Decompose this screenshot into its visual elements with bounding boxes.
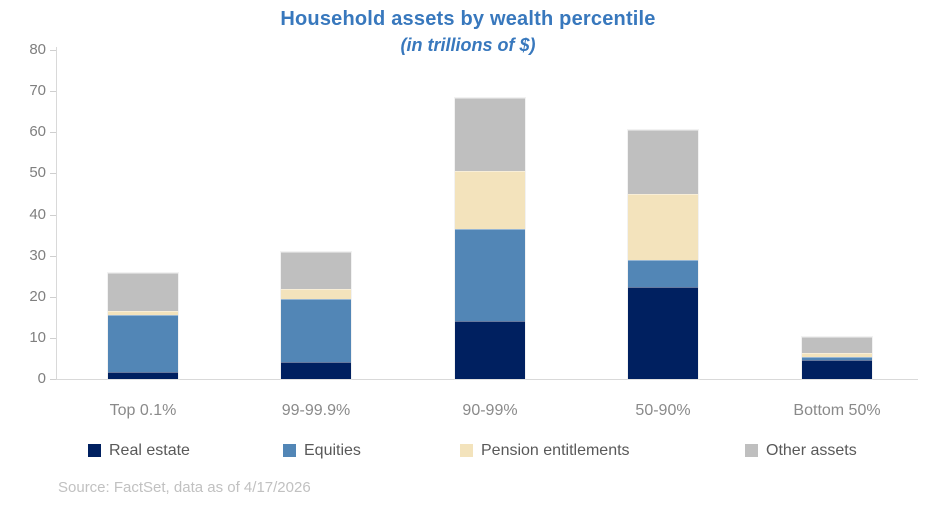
y-tick-mark: [50, 50, 56, 51]
y-tick-label: 0: [37, 370, 46, 387]
segment-equities: [628, 259, 698, 287]
segment-equities: [455, 228, 525, 321]
y-axis-line: [56, 47, 57, 380]
segment-equities: [281, 299, 351, 362]
segment-equities: [108, 314, 178, 372]
x-axis-line: [56, 379, 918, 380]
segment-other-assets: [281, 251, 351, 289]
y-tick-label: 60: [29, 123, 46, 141]
x-tick-label: 99-99.9%: [281, 402, 351, 419]
legend-swatch-icon: [283, 444, 296, 457]
segment-other-assets: [455, 97, 525, 172]
y-tick-mark: [50, 296, 56, 298]
legend-swatch-icon: [88, 444, 101, 457]
segment-real-estate: [281, 361, 351, 379]
y-tick-mark: [50, 214, 56, 216]
y-tick-label: 10: [29, 328, 46, 346]
x-tick-label: 90-99%: [462, 402, 518, 419]
segment-pension-entitlements: [802, 352, 872, 357]
legend-swatch-icon: [460, 444, 473, 457]
segment-real-estate: [455, 320, 525, 379]
y-tick-mark: [50, 379, 56, 380]
y-tick-mark: [50, 132, 56, 134]
legend-label: Equities: [304, 442, 361, 459]
y-tick-label: 50: [29, 164, 46, 182]
segment-pension-entitlements: [455, 171, 525, 229]
y-tick-label: 80: [29, 41, 46, 58]
segment-pension-entitlements: [628, 193, 698, 260]
y-tick-label: 40: [29, 205, 46, 223]
segment-other-assets: [802, 337, 872, 353]
chart-title: Household assets by wealth percentile: [280, 8, 656, 30]
x-tick-label: Top 0.1%: [109, 402, 177, 419]
y-tick-mark: [50, 91, 56, 93]
chart-subtitle: (in trillions of $): [400, 35, 536, 55]
y-tick-label: 20: [29, 287, 46, 305]
legend-label: Pension entitlements: [481, 442, 630, 459]
y-tick-mark: [50, 255, 56, 257]
segment-real-estate: [108, 371, 178, 379]
segment-real-estate: [802, 360, 872, 379]
segment-other-assets: [108, 272, 178, 312]
y-tick-mark: [50, 173, 56, 175]
legend-label: Other assets: [766, 442, 857, 459]
x-tick-label: 50-90%: [635, 402, 691, 419]
y-tick-label: 70: [29, 82, 46, 100]
segment-other-assets: [628, 130, 698, 194]
segment-pension-entitlements: [281, 288, 351, 300]
y-tick-mark: [50, 337, 56, 339]
y-tick-label: 30: [29, 246, 46, 264]
segment-equities: [802, 356, 872, 361]
segment-real-estate: [628, 286, 698, 379]
source-note: Source: FactSet, data as of 4/17/2026: [58, 479, 311, 496]
x-tick-label: Bottom 50%: [793, 402, 881, 419]
legend-label: Real estate: [109, 442, 190, 459]
segment-pension-entitlements: [108, 311, 178, 315]
legend-swatch-icon: [745, 444, 758, 457]
